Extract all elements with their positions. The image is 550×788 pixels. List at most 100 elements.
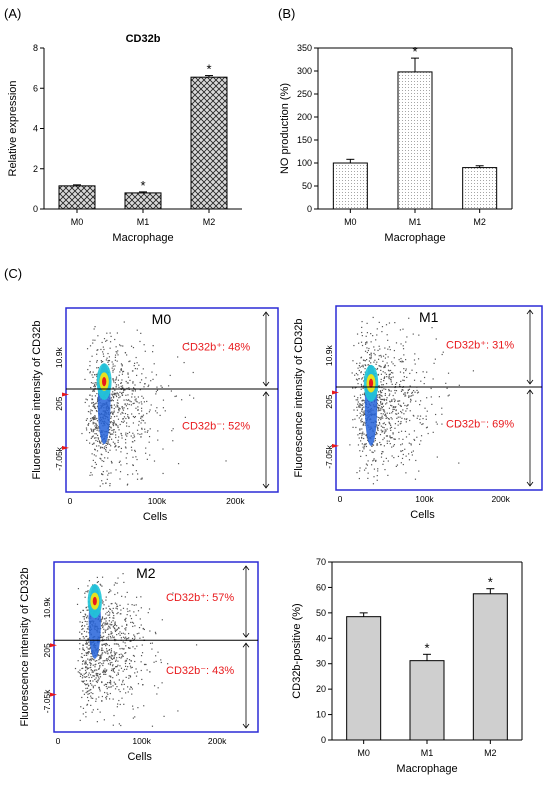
flow-plot-m2: M2 CD32b⁺: 57% CD32b⁻: 43% 10.9k 205 -7.05k 0 1…: [19, 561, 259, 763]
y-axis-label: Relative expression: [7, 81, 19, 177]
bar-chart-no-production: 0 50 100 150 200 250 300 350 M0 * M1 M2 Macrophage NO…: [279, 43, 513, 244]
y-tick-label: 20: [316, 684, 326, 694]
significance-star: *: [140, 178, 145, 193]
x-axis-label: Macrophage: [396, 763, 457, 775]
y-tick-label: 300: [297, 66, 312, 76]
y-tick-label: 50: [316, 608, 326, 618]
x-tick-label: 0: [56, 736, 61, 746]
y-tick-label: 4: [33, 124, 38, 134]
chart-title: CD32b: [126, 33, 161, 45]
x-axis-label: Cells: [410, 509, 435, 521]
y-tick-label: 0: [307, 204, 312, 214]
y-axis-label: NO production (%): [279, 83, 291, 174]
arrow-head: [242, 632, 250, 638]
x-axis-label: Macrophage: [112, 232, 173, 244]
positive-percent-label: CD32b⁺: 48%: [182, 341, 250, 353]
y-tick-label: 40: [316, 633, 326, 643]
positive-percent-label: CD32b⁺: 31%: [446, 339, 514, 351]
y-tick-label: 2: [33, 164, 38, 174]
gate-marker: [332, 390, 339, 395]
y-tick-label: 6: [33, 83, 38, 93]
y-tick-label: 350: [297, 43, 312, 53]
arrow-head: [526, 389, 534, 395]
bar-m2: [462, 167, 498, 210]
density-red: [92, 596, 97, 606]
x-tick-label: 100k: [132, 736, 151, 746]
y-tick-label: 100: [297, 158, 312, 168]
arrow-head: [526, 379, 534, 385]
y-axis-label: Fluorescence intensity of CD32b: [19, 568, 31, 727]
arrow-head: [242, 565, 250, 571]
significance-star: *: [424, 640, 429, 655]
flow-plot-m1: M1 CD32b⁺: 31% CD32b⁻: 69% 10.9k 205 -7.05k 0 1…: [293, 305, 543, 521]
flow-plot-title: M2: [136, 565, 156, 581]
x-tick-label: M2: [484, 748, 497, 758]
significance-star: *: [412, 44, 417, 59]
negative-percent-label: CD32b⁻: 43%: [166, 665, 234, 677]
y-tick-label: -7.05k: [54, 446, 64, 470]
bar-m0: [332, 162, 368, 210]
gate-marker: [50, 643, 57, 648]
negative-percent-label: CD32b⁻: 69%: [446, 418, 514, 430]
gate-marker: [62, 392, 69, 397]
y-axis-label: Fluorescence intensity of CD32b: [293, 319, 305, 478]
y-axis-label: Fluorescence intensity of CD32b: [31, 321, 43, 480]
y-tick-label: 70: [316, 557, 326, 567]
panel-label-b: (B): [278, 6, 296, 21]
y-tick-label: 250: [297, 89, 312, 99]
density-red: [102, 377, 107, 387]
bar-m1: [124, 192, 162, 210]
arrow-head: [526, 309, 534, 315]
x-tick-label: 200k: [208, 736, 227, 746]
y-tick-label: 150: [297, 135, 312, 145]
arrow-head: [262, 381, 270, 387]
bar-m1: [397, 71, 433, 210]
y-tick-label: 205: [54, 396, 64, 410]
x-tick-label: 100k: [415, 494, 434, 504]
x-axis-label: Cells: [127, 751, 152, 763]
y-tick-label: 10: [316, 710, 326, 720]
bar-chart-cd32b-positive: 0 10 20 30 40 50 60 70 M0 * M1 * M2 Macrophage CD32b-p…: [291, 557, 523, 775]
y-tick-label: -7.05k: [42, 689, 52, 713]
significance-star: *: [206, 62, 211, 77]
x-tick-label: M0: [344, 217, 357, 227]
y-axis-label: CD32b-positive (%): [291, 603, 303, 698]
x-axis-label: Cells: [143, 511, 168, 523]
arrow-head: [242, 723, 250, 729]
x-tick-label: M0: [71, 217, 84, 227]
flow-plot-m0: M0 CD32b⁺: 48% CD32b⁻: 52% 10.9k 205 -7.05k 0 1…: [31, 307, 279, 523]
bar-m1: [409, 660, 445, 741]
y-tick-label: 8: [33, 43, 38, 53]
y-tick-label: 0: [33, 204, 38, 214]
arrow-head: [262, 311, 270, 317]
gate-marker: [62, 445, 69, 450]
x-tick-label: 0: [68, 496, 73, 506]
flow-plot-frame: [335, 305, 543, 491]
arrow-head: [526, 481, 534, 487]
arrow-head: [262, 391, 270, 397]
significance-star: *: [488, 575, 493, 590]
bar-chart-relative-expression: 0 2 4 6 8 M0 * M1 * M2 CD32b Macrophage Relative exp…: [7, 33, 242, 244]
x-tick-label: M1: [421, 748, 434, 758]
positive-percent-label: CD32b⁺: 57%: [166, 592, 234, 604]
density-red: [368, 378, 374, 388]
y-tick-label: 0: [321, 735, 326, 745]
bar-m0: [58, 185, 96, 210]
gate-marker: [332, 443, 339, 448]
x-tick-label: 0: [338, 494, 343, 504]
x-tick-label: M2: [473, 217, 486, 227]
negative-percent-label: CD32b⁻: 52%: [182, 420, 250, 432]
y-tick-label: 10.9k: [324, 345, 334, 367]
y-tick-label: 10.9k: [42, 597, 52, 619]
flow-plot-title: M0: [152, 311, 172, 327]
flow-plot-frame: [53, 561, 259, 733]
x-tick-label: 200k: [226, 496, 245, 506]
gate-marker: [50, 692, 57, 697]
arrow-head: [242, 642, 250, 648]
x-tick-label: 100k: [148, 496, 167, 506]
panel-label-a: (A): [4, 6, 22, 21]
x-tick-label: M1: [137, 217, 150, 227]
bar-m2: [472, 593, 508, 741]
y-tick-label: 10.9k: [54, 347, 64, 369]
flow-plot-frame: [65, 307, 279, 493]
